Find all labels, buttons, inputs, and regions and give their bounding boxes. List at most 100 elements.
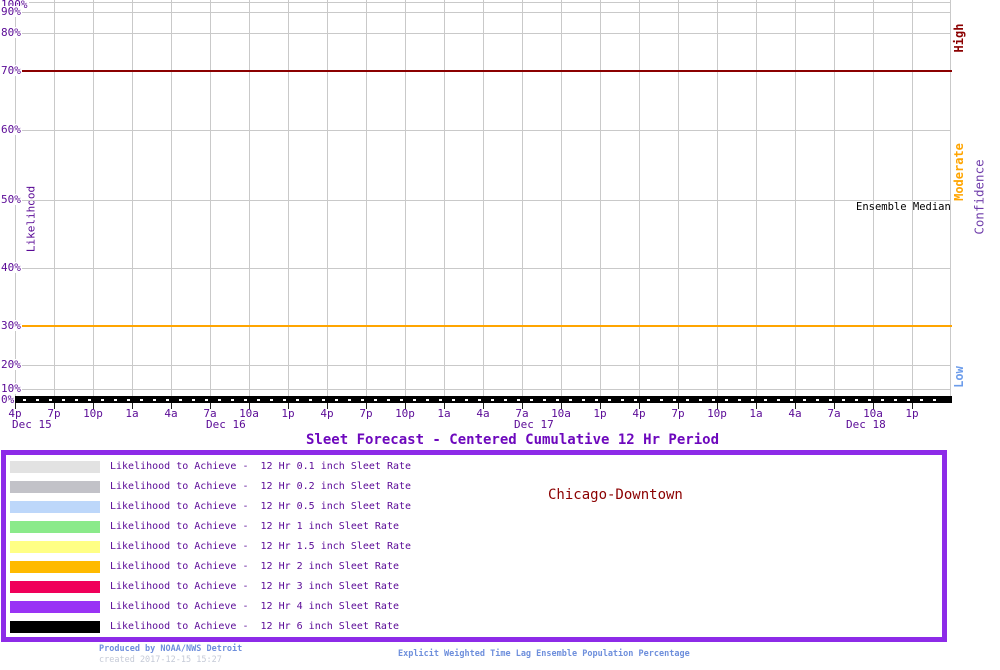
location-label: Chicago-Downtown (548, 487, 683, 503)
v-gridline (366, 0, 367, 400)
v-gridline (249, 0, 250, 400)
x-date-label: Dec 15 (12, 418, 52, 431)
v-gridline (834, 0, 835, 400)
legend-swatch (10, 501, 100, 513)
x-tick-label: 1a (749, 407, 763, 420)
y-tick-label: 10% (0, 382, 22, 395)
v-gridline (912, 0, 913, 400)
legend-swatch (10, 481, 100, 493)
v-gridline (483, 0, 484, 400)
v-gridline (639, 0, 640, 400)
v-gridline (171, 0, 172, 400)
v-gridline (132, 0, 133, 400)
x-tick-label: 1a (125, 407, 139, 420)
x-tick-label: 10a (863, 407, 883, 420)
x-tick-mark (171, 403, 172, 409)
x-tick-label: 7p (359, 407, 373, 420)
x-tick-mark (54, 403, 55, 409)
legend-swatch (10, 461, 100, 473)
legend-swatch (10, 581, 100, 593)
legend-swatch (10, 521, 100, 533)
zero-percent-series-band (2, 396, 952, 403)
x-date-label: Dec 17 (514, 418, 554, 431)
y-tick-label: 60% (0, 123, 22, 136)
legend-row: Likelihood to Achieve - 12 Hr 3 inch Sle… (6, 581, 942, 593)
ensemble-median-label: Ensemble Median (856, 201, 951, 213)
legend-row: Likelihood to Achieve - 12 Hr 0.2 inch S… (6, 481, 942, 493)
high-confidence-threshold-line (0, 70, 952, 72)
x-tick-mark (834, 403, 835, 409)
legend-swatch (10, 601, 100, 613)
x-tick-mark (717, 403, 718, 409)
x-tick-mark (210, 403, 211, 409)
y-tick-label: 0% (0, 393, 16, 406)
y-tick-label: 70% (0, 64, 22, 77)
v-gridline (600, 0, 601, 400)
legend-label: Likelihood to Achieve - 12 Hr 2 inch Sle… (110, 561, 399, 572)
footer-produced-by: Produced by NOAA/NWS Detroit (99, 644, 243, 654)
x-tick-label: 4a (476, 407, 490, 420)
legend-row: Likelihood to Achieve - 12 Hr 0.5 inch S… (6, 501, 942, 513)
x-tick-mark (873, 403, 874, 409)
plot-right-border (950, 0, 951, 400)
x-tick-mark (756, 403, 757, 409)
legend-swatch (10, 561, 100, 573)
confidence-axis-title: Confidence (971, 159, 987, 235)
v-gridline (678, 0, 679, 400)
x-tick-label: 10p (707, 407, 727, 420)
y-tick-label: 40% (0, 261, 22, 274)
footer-created-timestamp: created 2017-12-15 15:27 (99, 655, 222, 665)
legend-row: Likelihood to Achieve - 12 Hr 6 inch Sle… (6, 621, 942, 633)
legend-row: Likelihood to Achieve - 12 Hr 1.5 inch S… (6, 541, 942, 553)
legend-row: Likelihood to Achieve - 12 Hr 2 inch Sle… (6, 561, 942, 573)
x-tick-mark (288, 403, 289, 409)
x-tick-mark (483, 403, 484, 409)
legend-row: Likelihood to Achieve - 12 Hr 0.1 inch S… (6, 461, 942, 473)
legend-label: Likelihood to Achieve - 12 Hr 0.2 inch S… (110, 481, 412, 492)
y-tick-label: 30% (0, 319, 22, 332)
x-tick-mark (327, 403, 328, 409)
legend-label: Likelihood to Achieve - 12 Hr 3 inch Sle… (110, 581, 399, 592)
x-tick-label: 4p (632, 407, 646, 420)
confidence-level-low: Low (952, 366, 966, 388)
legend-swatch (10, 541, 100, 553)
legend-row: Likelihood to Achieve - 12 Hr 4 inch Sle… (6, 601, 942, 613)
h-gridline-80 (0, 33, 950, 34)
x-tick-mark (444, 403, 445, 409)
v-gridline (873, 0, 874, 400)
v-gridline (54, 0, 55, 400)
x-tick-mark (132, 403, 133, 409)
v-gridline (561, 0, 562, 400)
x-tick-mark (249, 403, 250, 409)
h-gridline-40 (0, 268, 950, 269)
legend-label: Likelihood to Achieve - 12 Hr 6 inch Sle… (110, 621, 399, 632)
x-tick-label: 1p (905, 407, 919, 420)
v-gridline (288, 0, 289, 400)
x-tick-mark (795, 403, 796, 409)
x-tick-label: 4p (8, 407, 22, 420)
v-gridline (405, 0, 406, 400)
y-tick-label: 90% (0, 5, 22, 18)
x-tick-mark (15, 403, 16, 409)
h-gridline-100 (0, 2, 950, 3)
x-tick-mark (366, 403, 367, 409)
x-tick-label: 7p (47, 407, 61, 420)
legend-label: Likelihood to Achieve - 12 Hr 1.5 inch S… (110, 541, 412, 552)
chart-title: Sleet Forecast - Centered Cumulative 12 … (306, 432, 720, 448)
h-gridline-50 (0, 200, 950, 201)
legend-label: Likelihood to Achieve - 12 Hr 0.5 inch S… (110, 501, 412, 512)
legend-box: Likelihood to Achieve - 12 Hr 0.1 inch S… (1, 450, 947, 642)
v-gridline (210, 0, 211, 400)
x-tick-label: 7p (671, 407, 685, 420)
moderate-confidence-threshold-line (0, 325, 952, 327)
v-gridline (444, 0, 445, 400)
x-tick-label: 7a (203, 407, 217, 420)
x-tick-mark (522, 403, 523, 409)
x-tick-label: 10p (83, 407, 103, 420)
legend-label: Likelihood to Achieve - 12 Hr 1 inch Sle… (110, 521, 399, 532)
y-axis-title: Likelihood (24, 185, 38, 253)
x-tick-mark (561, 403, 562, 409)
v-gridline (522, 0, 523, 400)
x-tick-label: 10a (551, 407, 571, 420)
x-tick-label: 4a (788, 407, 802, 420)
